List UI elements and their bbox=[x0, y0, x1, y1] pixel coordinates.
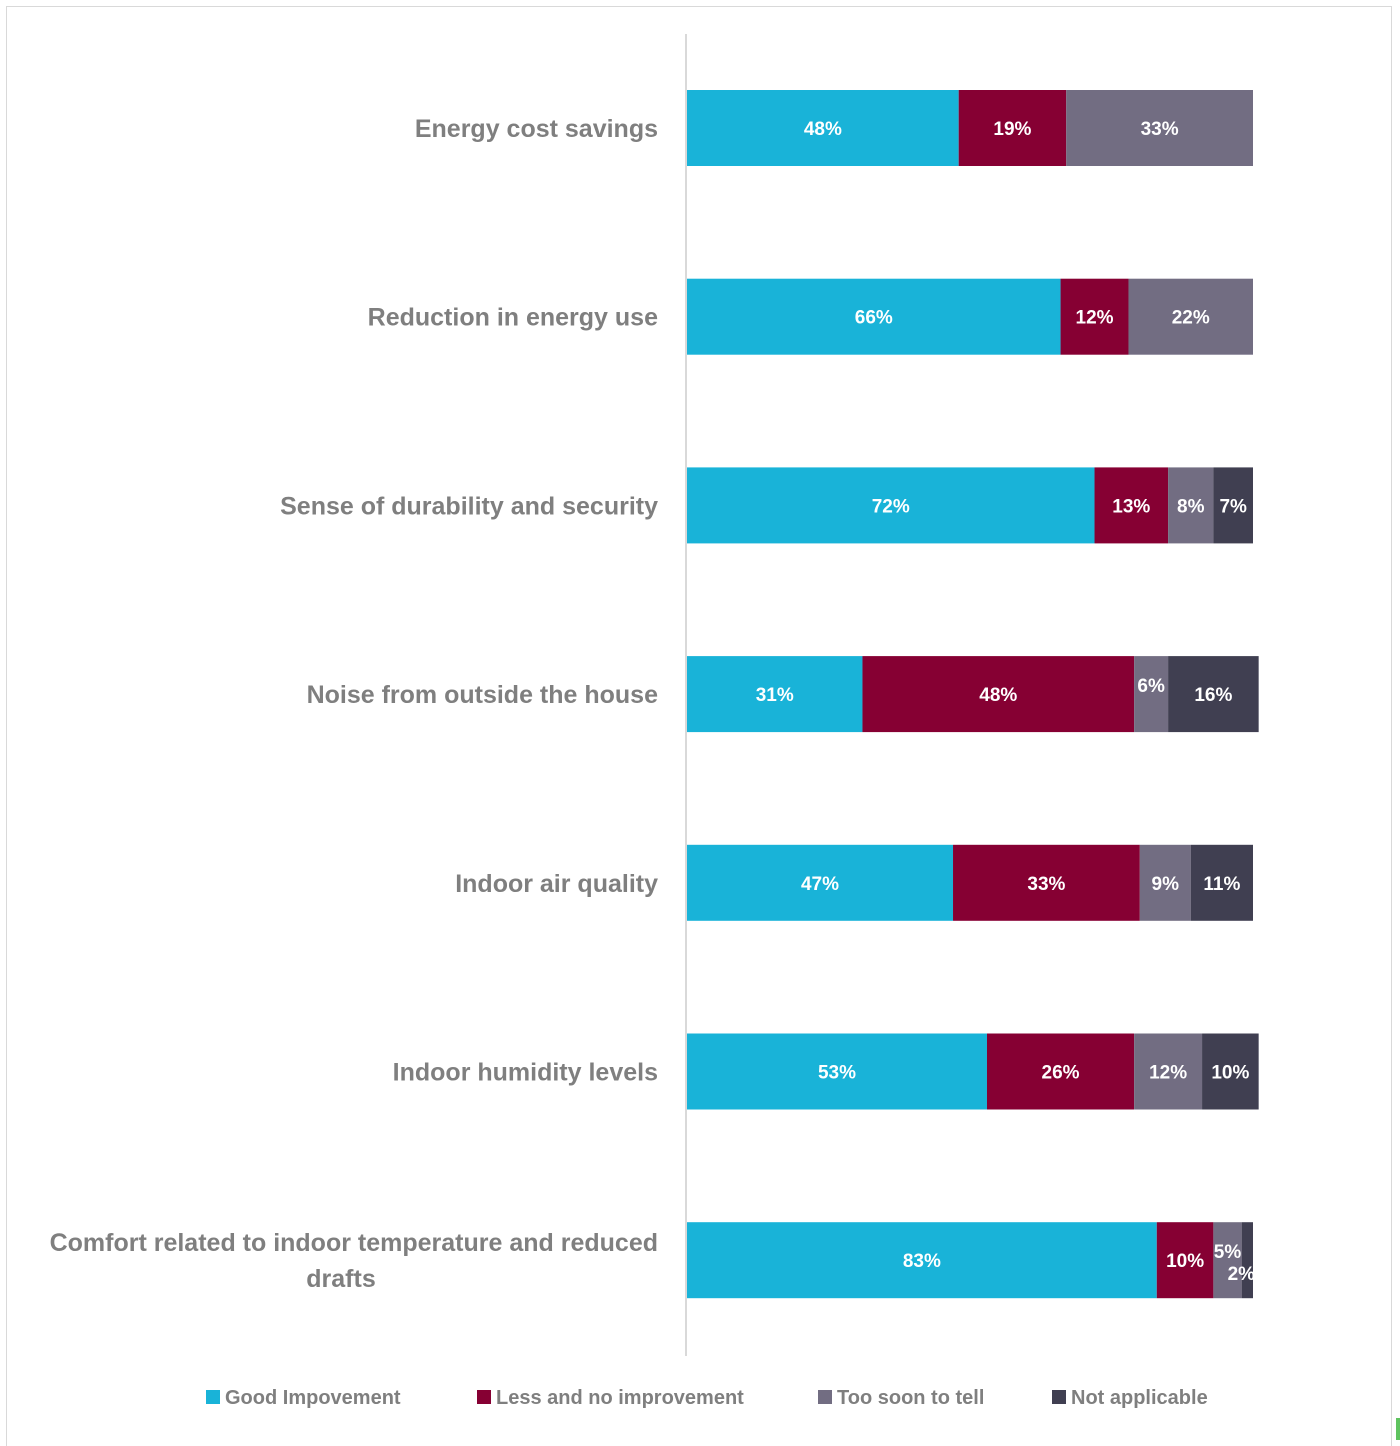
legend: Good Impovement Less and no improvement To… bbox=[206, 1387, 1208, 1409]
data-label: 53% bbox=[818, 1063, 856, 1084]
bar-segment bbox=[687, 1222, 1157, 1299]
bar-segment bbox=[687, 656, 863, 733]
data-label: 5% bbox=[1214, 1242, 1242, 1263]
bar-segment bbox=[1134, 656, 1169, 733]
bar-segment bbox=[1168, 467, 1214, 544]
data-labels: 48% 19% 33% 66% 12% 22% 72% 13% 8% 7% 31% 48% 6% 16% 4… bbox=[756, 119, 1255, 1285]
data-label: 26% bbox=[1042, 1063, 1080, 1084]
category-label: Reduction in energy use bbox=[368, 304, 658, 332]
bar-segment bbox=[1241, 1222, 1253, 1299]
bar-segment bbox=[862, 656, 1135, 733]
bar-segment bbox=[986, 1033, 1135, 1110]
bar-segment bbox=[958, 90, 1067, 166]
data-label: 6% bbox=[1137, 676, 1165, 697]
bar-segment bbox=[687, 278, 1061, 355]
data-label: 48% bbox=[979, 685, 1017, 706]
data-label: 72% bbox=[872, 496, 910, 517]
data-label: 83% bbox=[903, 1251, 941, 1272]
bar-segment bbox=[1213, 1222, 1242, 1299]
bar-segment bbox=[1202, 1033, 1259, 1110]
data-label: 10% bbox=[1166, 1251, 1204, 1272]
bar-segment bbox=[687, 467, 1095, 544]
data-label: 2% bbox=[1228, 1264, 1256, 1285]
category-label: Comfort related to indoor temperature an… bbox=[50, 1229, 658, 1257]
category-label: drafts bbox=[306, 1265, 375, 1293]
bar-segment bbox=[1190, 844, 1253, 921]
bar-segment bbox=[1213, 467, 1253, 544]
bar-segment bbox=[687, 90, 959, 166]
bar-segment bbox=[953, 844, 1140, 921]
data-label: 16% bbox=[1194, 685, 1232, 706]
corner-accent bbox=[1396, 1418, 1400, 1440]
data-label: 12% bbox=[1149, 1063, 1187, 1084]
category-label: Indoor air quality bbox=[455, 870, 658, 898]
bar-segment bbox=[1156, 1222, 1214, 1299]
legend-swatch bbox=[206, 1390, 220, 1404]
data-label: 33% bbox=[1027, 874, 1065, 895]
legend-swatch bbox=[1052, 1390, 1066, 1404]
bar-segment bbox=[1139, 844, 1191, 921]
data-label: 12% bbox=[1076, 308, 1114, 329]
legend-label: Not applicable bbox=[1071, 1387, 1208, 1409]
bar-segment bbox=[687, 844, 954, 921]
bar-segment bbox=[1168, 656, 1259, 733]
bar-segment bbox=[687, 1033, 987, 1110]
data-label: 11% bbox=[1203, 874, 1240, 895]
bar-segment bbox=[1060, 278, 1129, 355]
data-label: 7% bbox=[1219, 496, 1247, 517]
data-label: 66% bbox=[855, 308, 893, 329]
data-label: 47% bbox=[801, 874, 839, 895]
legend-swatch bbox=[477, 1390, 491, 1404]
bar-segment bbox=[1128, 278, 1253, 355]
legend-label: Too soon to tell bbox=[837, 1387, 984, 1409]
category-label: Noise from outside the house bbox=[307, 681, 659, 709]
bar-segment bbox=[1066, 90, 1253, 166]
category-label: Energy cost savings bbox=[415, 115, 658, 143]
data-label: 10% bbox=[1211, 1063, 1249, 1084]
data-label: 22% bbox=[1172, 308, 1210, 329]
category-label: Indoor humidity levels bbox=[393, 1059, 658, 1087]
legend-swatch bbox=[818, 1390, 832, 1404]
bar-segment bbox=[1094, 467, 1169, 544]
legend-label: Good Impovement bbox=[225, 1387, 401, 1409]
category-labels: Energy cost savings Reduction in energy u… bbox=[50, 115, 659, 1293]
bar-segments bbox=[687, 90, 1259, 1299]
data-label: 33% bbox=[1141, 119, 1179, 140]
data-label: 9% bbox=[1152, 874, 1180, 895]
data-label: 19% bbox=[993, 119, 1031, 140]
data-label: 31% bbox=[756, 685, 794, 706]
data-label: 48% bbox=[804, 119, 842, 140]
legend-label: Less and no improvement bbox=[496, 1387, 744, 1409]
data-label: 13% bbox=[1112, 496, 1150, 517]
bar-segment bbox=[1134, 1033, 1203, 1110]
category-label: Sense of durability and security bbox=[280, 492, 658, 520]
data-label: 8% bbox=[1177, 496, 1205, 517]
